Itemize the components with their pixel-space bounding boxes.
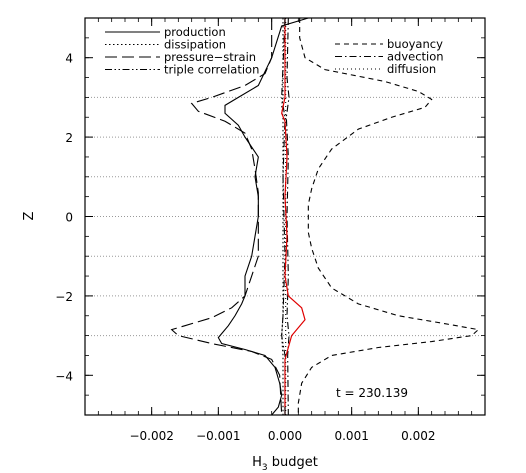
series-pressure-strain-line	[170, 18, 283, 416]
series-buoyancy-line	[297, 18, 480, 415]
legend-label-production: production	[164, 25, 226, 39]
legend-label-buoyancy: buoyancy	[387, 37, 443, 51]
y-axis-label: Z	[22, 211, 37, 220]
time-annotation: t = 230.139	[336, 386, 408, 400]
x-tick-label: 0.002	[401, 429, 435, 443]
series-dissipation-line	[281, 18, 284, 415]
legend-label-advection: advection	[387, 50, 444, 64]
x-tick-label: −0.001	[196, 429, 240, 443]
y-tick-label: 4	[65, 52, 73, 66]
y-tick-label: −2	[55, 290, 73, 304]
legend: productiondissipationpressure−straintrip…	[105, 25, 444, 77]
y-tick-label: 2	[65, 131, 73, 145]
y-tick-label: 0	[65, 211, 73, 225]
legend-label-diffusion: diffusion	[387, 62, 436, 76]
grid-lines	[85, 96, 485, 337]
legend-label-dissipation: dissipation	[164, 38, 226, 52]
axis-ticks: −0.002 −0.001 0.000 0.001 0.002 −4 −2 0 2 4	[55, 18, 485, 443]
x-tick-label: −0.002	[129, 429, 173, 443]
x-axis-label: H3 budget	[252, 455, 318, 473]
x-axis-label-subscript: 3	[262, 463, 268, 473]
x-tick-label: 0.000	[268, 429, 302, 443]
x-tick-label: 0.001	[334, 429, 368, 443]
series-unlabeled-line	[281, 18, 306, 415]
series-production-line	[217, 17, 309, 416]
series-advection-line	[285, 17, 290, 416]
legend-label-pressure-strain: pressure−strain	[164, 50, 256, 64]
x-axis-label-suffix: budget	[268, 455, 318, 470]
legend-label-triple-correlation: triple correlation	[164, 63, 259, 77]
y-tick-label: −4	[55, 369, 73, 383]
series-lines	[170, 17, 480, 416]
